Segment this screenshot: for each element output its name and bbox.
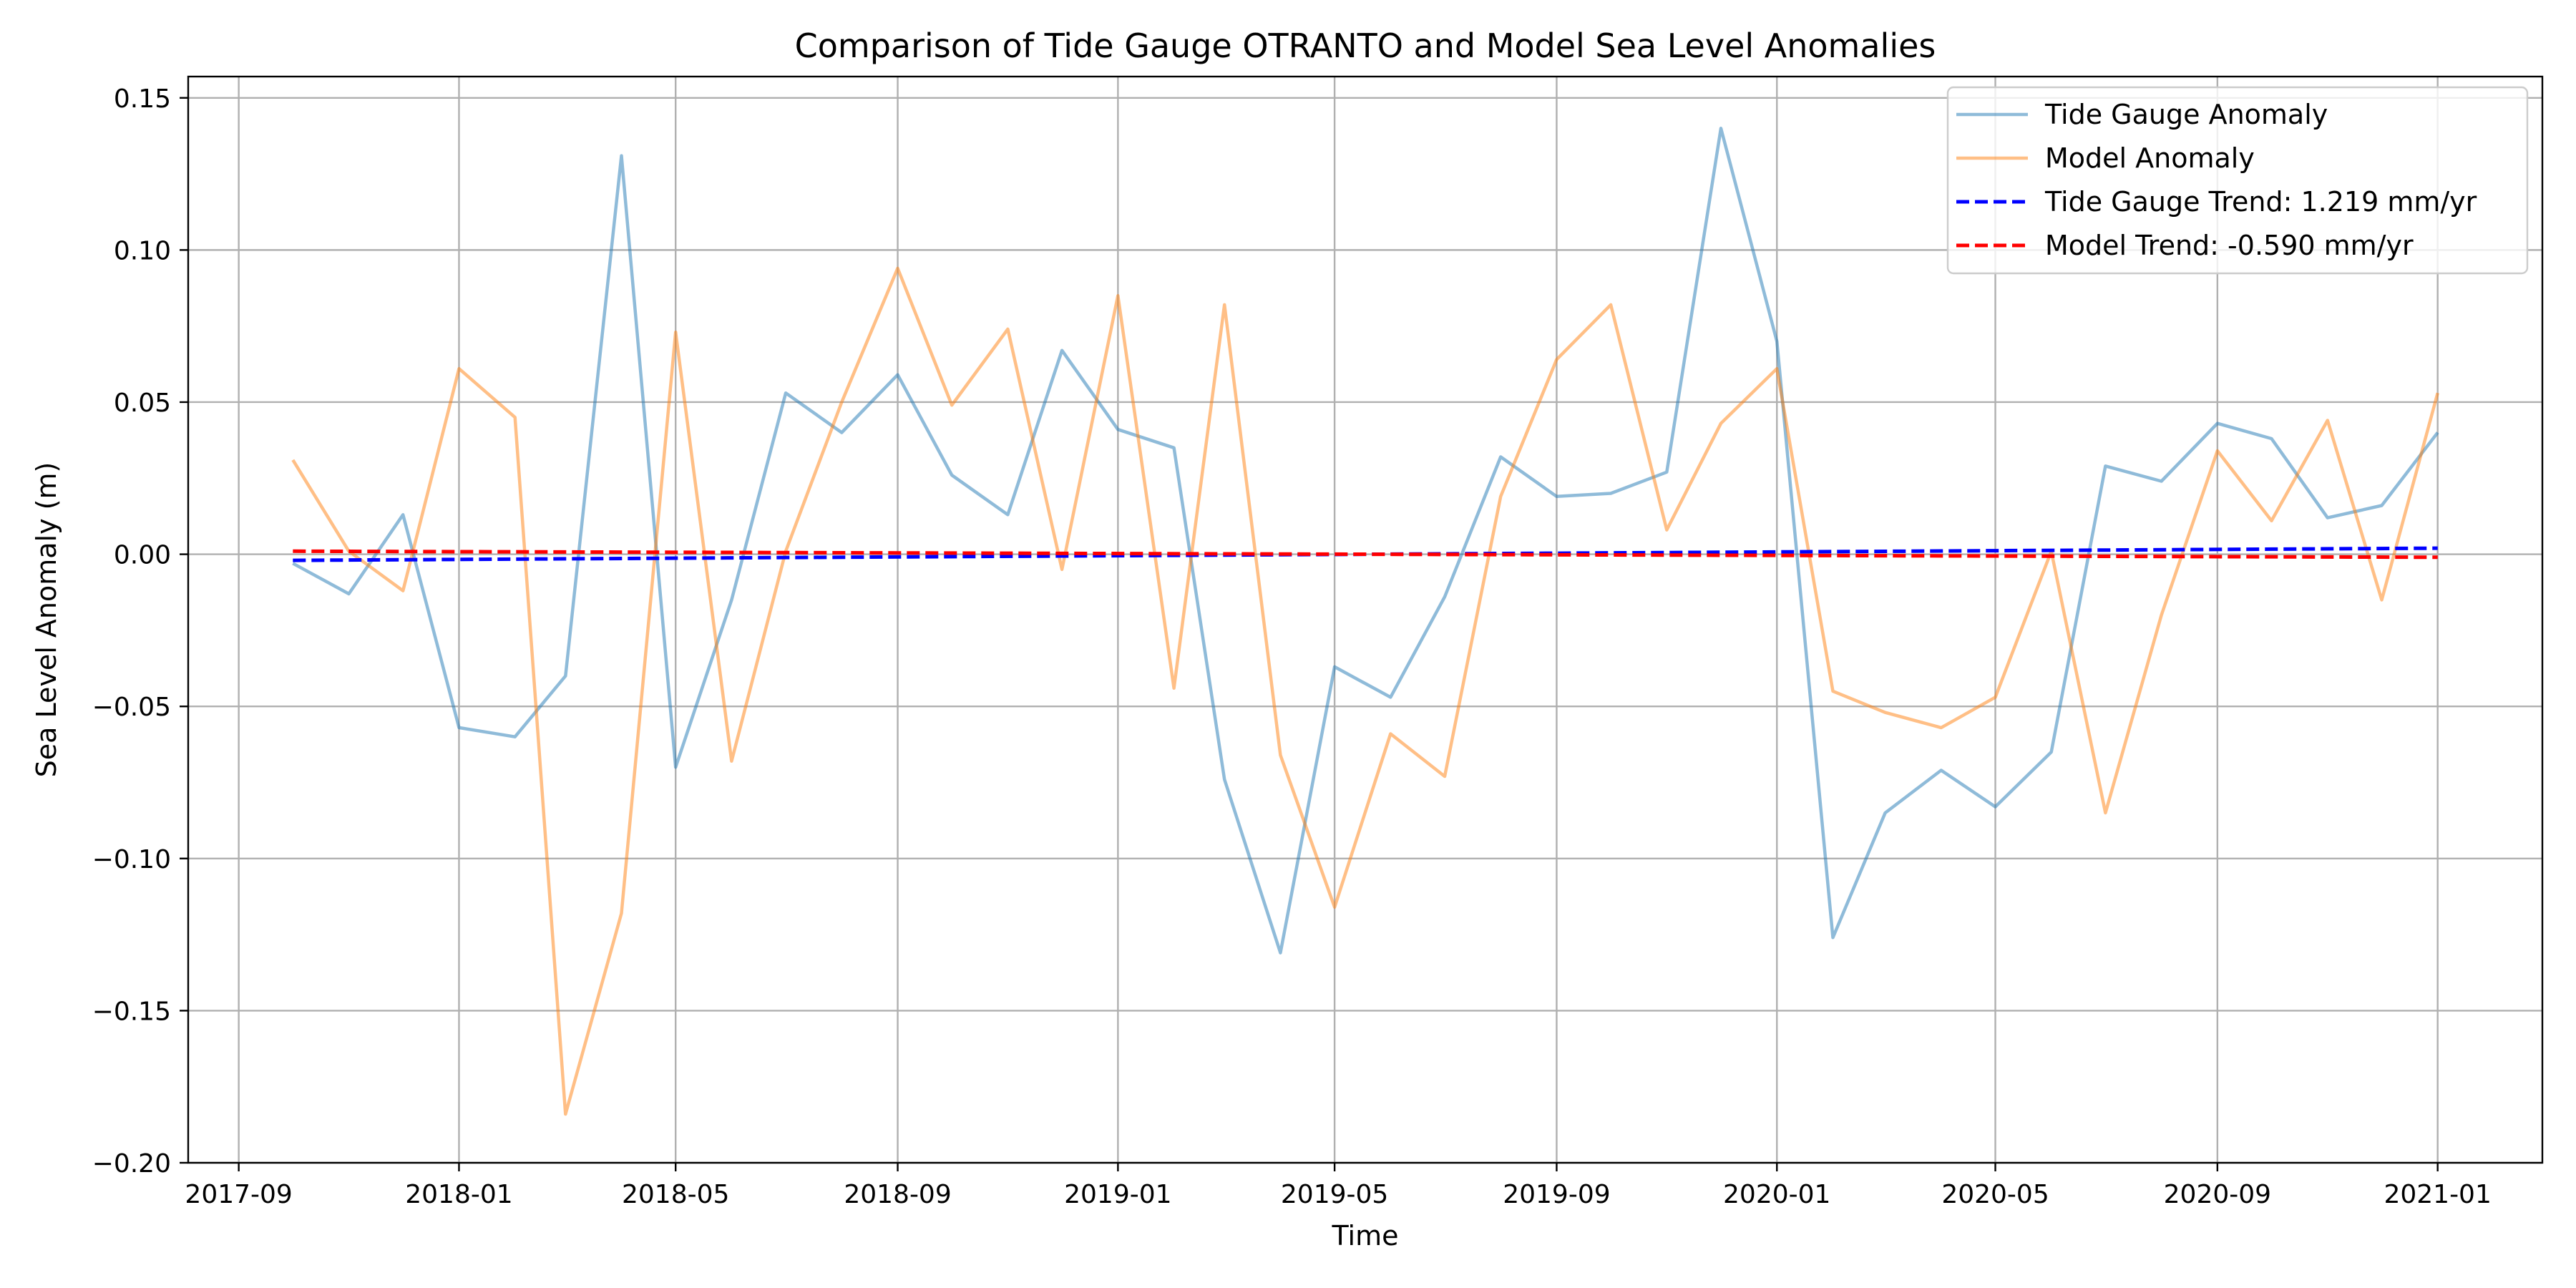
- legend-label-0: Tide Gauge Anomaly: [2044, 99, 2328, 130]
- x-tick-label: 2019-05: [1281, 1180, 1388, 1209]
- y-tick-label: −0.15: [92, 997, 171, 1026]
- series-line-3: [293, 549, 2438, 560]
- y-tick-label: −0.10: [92, 845, 171, 874]
- series-line-1: [291, 266, 2439, 1116]
- x-tick-label: 2021-01: [2384, 1180, 2491, 1209]
- series-layer: [291, 127, 2439, 1116]
- x-tick-label: 2017-09: [185, 1180, 292, 1209]
- y-tick-label: 0.15: [114, 84, 171, 114]
- series-line-0: [292, 127, 2439, 955]
- y-axis: −0.20 −0.15 −0.10 −0.05 0.00 0.05 0.10 0.15: [92, 84, 188, 1179]
- legend: Tide Gauge Anomaly Model Anomaly Tide Gaug…: [1946, 86, 2529, 275]
- y-tick-label: −0.20: [92, 1149, 171, 1179]
- legend-label-2: Tide Gauge Trend: 1.219 mm/yr: [2044, 186, 2477, 218]
- y-tick-label: 0.00: [114, 541, 171, 570]
- x-axis-label: Time: [1332, 1220, 1399, 1252]
- x-tick-label: 2020-01: [1723, 1180, 1830, 1209]
- y-tick-label: 0.05: [114, 389, 171, 418]
- x-tick-label: 2018-01: [405, 1180, 512, 1209]
- y-axis-label: Sea Level Anomaly (m): [31, 462, 62, 778]
- plot-frame: [187, 75, 2544, 1164]
- x-axis: 2017-09 2018-01 2018-05 2018-09 2019-01 2019-…: [185, 1163, 2492, 1209]
- legend-label-1: Model Anomaly: [2045, 142, 2255, 174]
- x-tick-label: 2019-09: [1503, 1180, 1610, 1209]
- x-tick-label: 2018-05: [622, 1180, 729, 1209]
- x-tick-label: 2019-01: [1064, 1180, 1171, 1209]
- y-tick-label: −0.05: [92, 693, 171, 722]
- y-tick-label: 0.10: [114, 236, 171, 265]
- legend-label-3: Model Trend: -0.590 mm/yr: [2045, 230, 2414, 261]
- legend-box: [1946, 86, 2529, 275]
- x-tick-label: 2020-09: [2164, 1180, 2271, 1209]
- chart-title: Comparison of Tide Gauge OTRANTO and Mod…: [795, 26, 1936, 65]
- x-tick-label: 2018-09: [844, 1180, 951, 1209]
- x-tick-label: 2020-05: [1941, 1180, 2049, 1209]
